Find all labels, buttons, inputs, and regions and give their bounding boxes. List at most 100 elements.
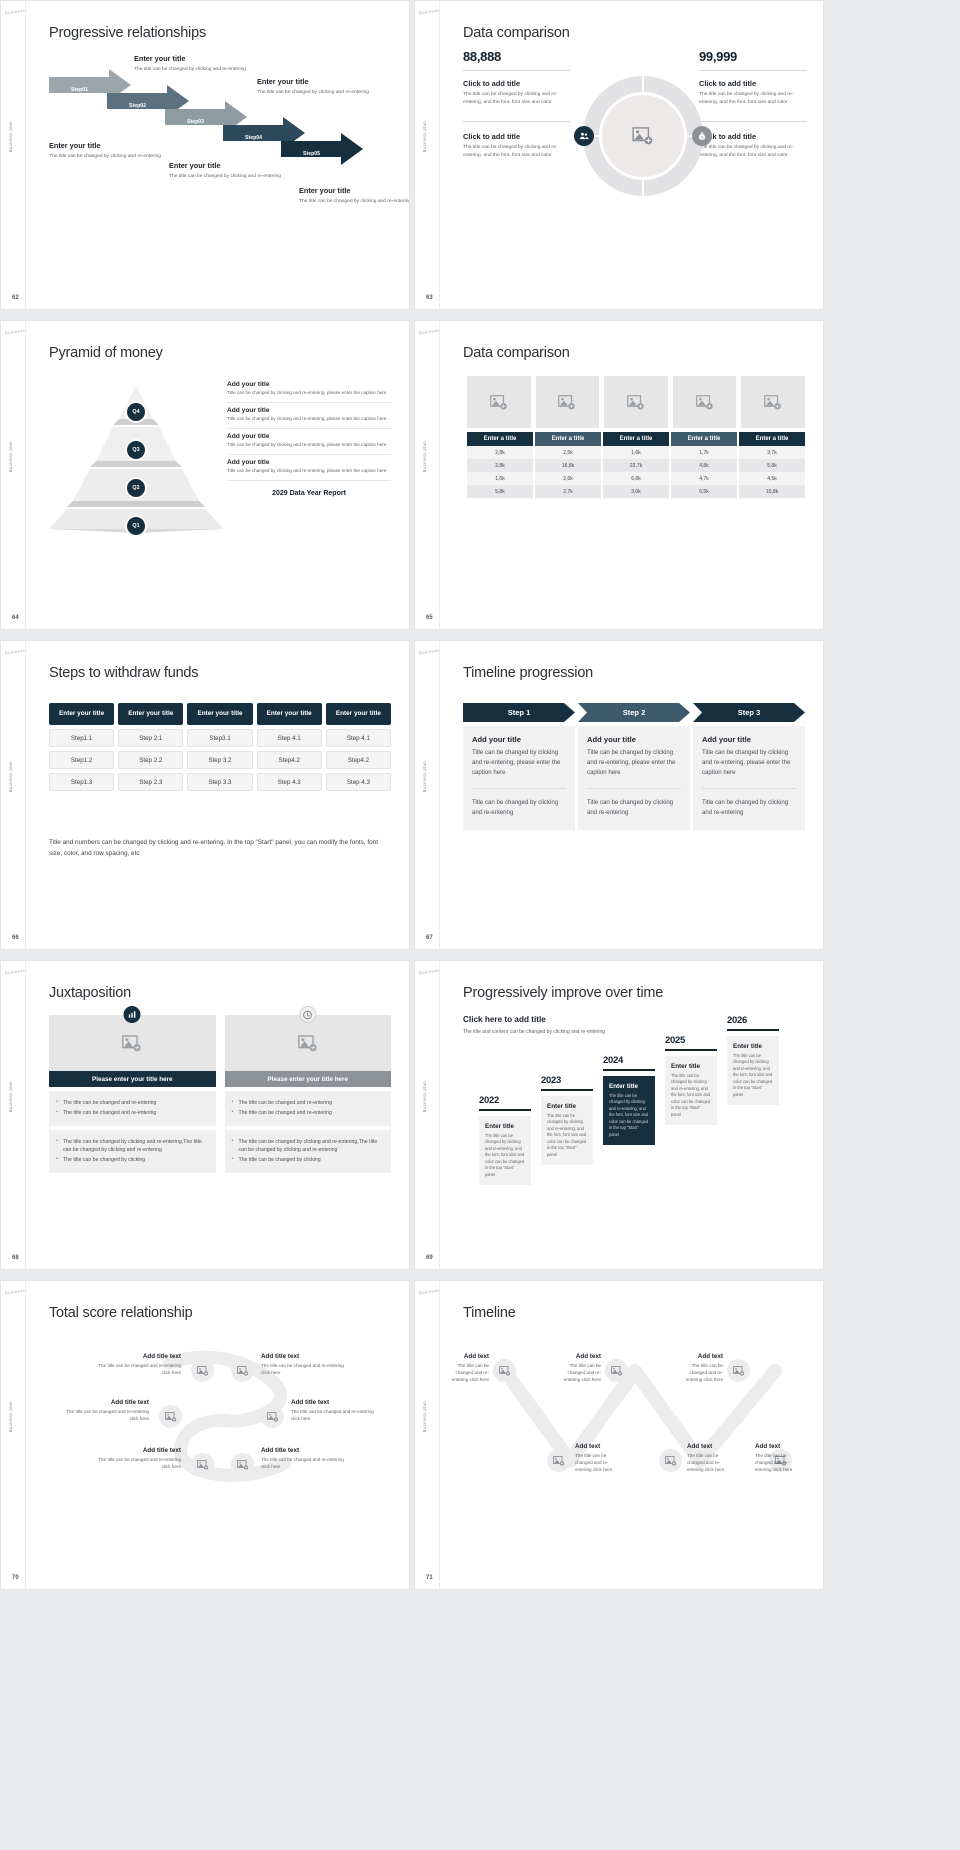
card-title: Add your title xyxy=(472,735,521,744)
slide-64[interactable]: Business Business plan 64 Pyramid of mon… xyxy=(0,320,410,630)
year-card[interactable]: Enter title The title can be changed by … xyxy=(665,1055,717,1126)
card-title: Enter title xyxy=(609,1082,639,1090)
pyramid-level-q2[interactable]: Q2 xyxy=(127,479,145,497)
divider xyxy=(439,321,440,629)
slide-65[interactable]: Business Business plan 65 Data compariso… xyxy=(414,320,824,630)
slide-69[interactable]: Business Business plan 69 Progressively … xyxy=(414,960,824,1270)
arrow-caption-2: Enter your title The title can be change… xyxy=(134,54,252,74)
column-header[interactable]: Enter your title xyxy=(49,703,115,725)
column-header[interactable]: Enter your title xyxy=(256,703,322,725)
year-card[interactable]: Enter title The title can be changed by … xyxy=(479,1115,531,1186)
step-cell[interactable]: Step1.1 xyxy=(49,729,115,747)
image-placeholder-icon[interactable] xyxy=(49,1015,216,1071)
column-title-bar[interactable]: Please enter your title here xyxy=(49,1071,216,1087)
step-cell[interactable]: Step4.2 xyxy=(325,751,391,769)
rail-top-label: Business xyxy=(4,647,26,656)
year-card[interactable]: Enter title The title can be changed by … xyxy=(603,1075,655,1146)
step-cell[interactable]: Step 2.1 xyxy=(118,729,184,747)
rail-label: Business plan xyxy=(422,441,427,473)
caption-text: The title can be changed by clicking and… xyxy=(257,90,370,95)
image-placeholder-icon[interactable] xyxy=(535,376,600,428)
card-title: Add your title xyxy=(587,735,636,744)
step-cell[interactable]: Step3.1 xyxy=(187,729,253,747)
divider-line xyxy=(603,1069,655,1071)
image-placeholder-icon[interactable] xyxy=(741,376,805,428)
card-text: The title can be changed by clicking and… xyxy=(733,1052,773,1097)
chevron-step-1[interactable]: Step 1 xyxy=(463,703,575,722)
slide-70[interactable]: Business Business plan 70 Total score re… xyxy=(0,1280,410,1590)
step-cell[interactable]: Step 4.3 xyxy=(325,773,391,791)
pyramid-level-q4[interactable]: Q4 xyxy=(127,403,145,421)
node-5[interactable] xyxy=(659,1449,682,1472)
table-cell: 3,7k xyxy=(739,446,805,459)
step-cell[interactable]: Step 4.1 xyxy=(325,729,391,747)
timeline-card-1: Add your title Title can be changed by c… xyxy=(463,726,575,831)
card-text: The title can be changed by clicking and… xyxy=(609,1092,649,1137)
card-text: The title can be changed by clicking and… xyxy=(671,1072,711,1117)
image-placeholder-icon[interactable] xyxy=(604,376,668,428)
step-cell[interactable]: Step4.2 xyxy=(256,751,322,769)
bullet-item: The title can be changed by clicking and… xyxy=(232,1137,385,1155)
step-label-3: Step03 xyxy=(187,119,205,125)
node-4[interactable] xyxy=(261,1405,284,1428)
node-6[interactable] xyxy=(231,1453,254,1476)
node-4[interactable] xyxy=(547,1449,570,1472)
pyramid-level-q3[interactable]: Q3 xyxy=(127,441,145,459)
chevron-step-3[interactable]: Step 3 xyxy=(693,703,805,722)
image-placeholder-icon[interactable] xyxy=(224,1015,391,1071)
column-header[interactable]: Enter a title xyxy=(739,432,805,446)
card-title: Enter title xyxy=(485,1122,515,1130)
slide-66[interactable]: Business Business plan 66 Steps to withd… xyxy=(0,640,410,950)
column-header[interactable]: Enter a title xyxy=(671,432,737,446)
column-header[interactable]: Enter your title xyxy=(187,703,253,725)
block-text: The title can be changed by clicking and… xyxy=(699,92,794,105)
column-title-bar[interactable]: Please enter your title here xyxy=(224,1071,391,1087)
list-item: Add your title Title can be changed by c… xyxy=(227,377,391,403)
slide-71[interactable]: Business Business plan 71 Timeline Add t… xyxy=(414,1280,824,1590)
node-1[interactable] xyxy=(191,1359,214,1382)
node-6[interactable] xyxy=(769,1449,792,1472)
table-cell: 16,8k xyxy=(535,459,601,472)
column-header[interactable]: Enter a title xyxy=(603,432,669,446)
node-caption-5: Add text The title can be changed and re… xyxy=(687,1443,729,1473)
slide-62[interactable]: Business Business plan 62 Progressive re… xyxy=(0,0,410,310)
node-2[interactable] xyxy=(231,1359,254,1382)
node-5[interactable] xyxy=(191,1453,214,1476)
year-card[interactable]: Enter title The title can be changed by … xyxy=(727,1035,779,1106)
step-cell[interactable]: Step 4.1 xyxy=(256,729,322,747)
step-cell[interactable]: Step 4.3 xyxy=(256,773,322,791)
step-cell[interactable]: Step 3.3 xyxy=(187,773,253,791)
pyramid-level-q1[interactable]: Q1 xyxy=(127,517,145,535)
step-cell[interactable]: Step1.2 xyxy=(49,751,115,769)
year-card[interactable]: Enter title The title can be changed by … xyxy=(541,1095,593,1166)
chevron-step-2[interactable]: Step 2 xyxy=(578,703,690,722)
column-header[interactable]: Enter a title xyxy=(467,432,533,446)
step-cell[interactable]: Step 2.3 xyxy=(118,773,184,791)
table-header-row: Enter a title Enter a title Enter a titl… xyxy=(467,432,805,446)
table-cell: 4,5k xyxy=(739,472,805,485)
caption-text: The title can be changed and re-entering… xyxy=(563,1363,601,1383)
node-3[interactable] xyxy=(727,1359,750,1382)
image-placeholder-icon[interactable] xyxy=(672,376,737,428)
column-header[interactable]: Enter your title xyxy=(118,703,184,725)
card-text: Title can be changed by clicking and re-… xyxy=(472,749,561,777)
caption-text: The title can be changed and re-entering… xyxy=(451,1363,489,1383)
item-title: Add your title xyxy=(227,432,270,440)
column-header[interactable]: Enter your title xyxy=(325,703,391,725)
column-header[interactable]: Enter a title xyxy=(535,432,601,446)
bullet-item: The title can be changed by clicking xyxy=(232,1155,385,1164)
slide-68[interactable]: Business Business plan 68 Juxtaposition … xyxy=(0,960,410,1270)
image-placeholder-icon[interactable] xyxy=(467,376,531,428)
slide-67[interactable]: Business Business plan 67 Timeline progr… xyxy=(414,640,824,950)
page-number: 67 xyxy=(426,935,433,941)
page-title: Steps to withdraw funds xyxy=(49,665,199,681)
slide-63[interactable]: Business Business plan 63 Data compariso… xyxy=(414,0,824,310)
step-cell[interactable]: Step 3.2 xyxy=(187,751,253,769)
rail-label: Business plan xyxy=(8,441,13,473)
step-cell[interactable]: Step1.3 xyxy=(49,773,115,791)
node-1[interactable] xyxy=(493,1359,516,1382)
step-cell[interactable]: Step 2.2 xyxy=(118,751,184,769)
node-3[interactable] xyxy=(159,1405,182,1428)
node-2[interactable] xyxy=(605,1359,628,1382)
divider xyxy=(439,1,440,309)
